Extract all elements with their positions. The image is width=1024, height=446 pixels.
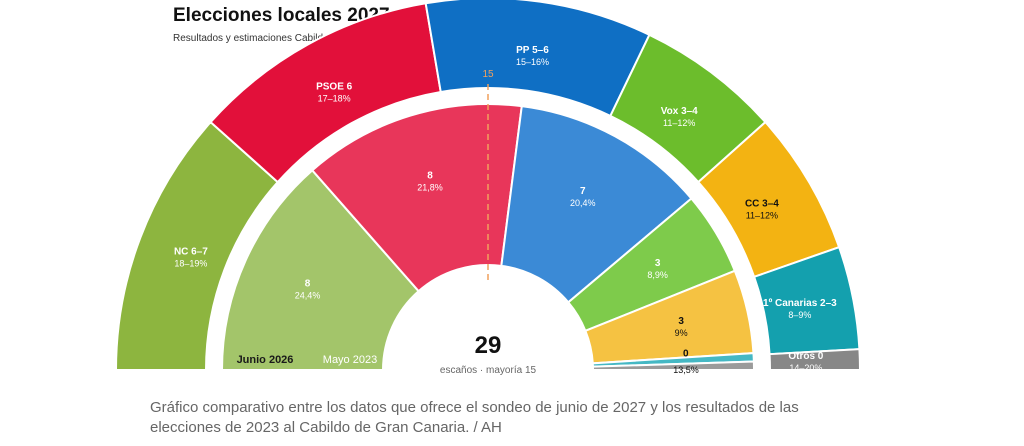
segment-inner-0 [220, 168, 421, 371]
figure-caption: Gráfico comparativo entre los datos que … [150, 399, 799, 436]
segment-percent: 20,4% [570, 198, 596, 208]
segment-percent: 8–9% [788, 310, 811, 320]
outer-ring [114, 0, 862, 371]
segment-percent: 14–20% [789, 363, 822, 373]
segment-label: CC 3–4 [745, 198, 779, 209]
segment-label: 1º Canarias 2–3 [763, 298, 837, 309]
total-seats-label: escaños · mayoría 15 [440, 365, 537, 376]
total-seats: 29 [475, 332, 502, 359]
segment-percent: 11–12% [663, 118, 695, 128]
segment-label: PP 5–6 [516, 45, 549, 56]
outer-ring-label: Junio 2026 [237, 354, 294, 366]
segment-inner-6 [591, 360, 756, 371]
segment-percent: 8,9% [647, 270, 668, 280]
segment-percent: 15–16% [516, 57, 549, 67]
majority-label: 15 [482, 69, 494, 80]
segment-percent: 11–12% [746, 210, 778, 220]
segment-percent: 18–19% [174, 259, 207, 269]
inner-ring-label: Mayo 2023 [323, 354, 377, 366]
segment-inner-1 [310, 103, 523, 293]
segment-percent: 13,5% [673, 365, 699, 375]
hemicycle-chart: 15 NC 6–718–19% PSOE 617–18% PP 5–615–16% V… [114, 0, 862, 376]
inner-ring [220, 103, 756, 371]
segment-label: 8 [427, 171, 433, 182]
segment-label: 0 [683, 349, 689, 360]
segment-label: 8 [305, 278, 311, 289]
segment-percent: 24,4% [295, 290, 321, 300]
segment-label: PSOE 6 [316, 82, 353, 93]
chart-title: Elecciones locales 2027 [173, 5, 390, 26]
segment-label: Vox 3–4 [661, 106, 698, 117]
segment-label: 7 [580, 186, 586, 197]
chart-subtitle: Resultados y estimaciones Cabildo de Gra… [173, 33, 406, 44]
segment-percent: 21,8% [417, 183, 443, 193]
segment-inner-2 [500, 105, 693, 304]
segment-outer-6 [768, 348, 862, 371]
segment-percent: 17–18% [318, 94, 351, 104]
segment-label: Otros 0 [788, 351, 823, 362]
segment-percent: 9% [675, 328, 688, 338]
segment-label: NC 6–7 [174, 247, 208, 258]
segment-label: 3 [655, 258, 661, 269]
segment-label: 3 [678, 316, 684, 327]
segment-labels: NC 6–718–19% PSOE 617–18% PP 5–615–16% Vox … [174, 45, 837, 375]
majority-line: 15 [482, 69, 494, 282]
